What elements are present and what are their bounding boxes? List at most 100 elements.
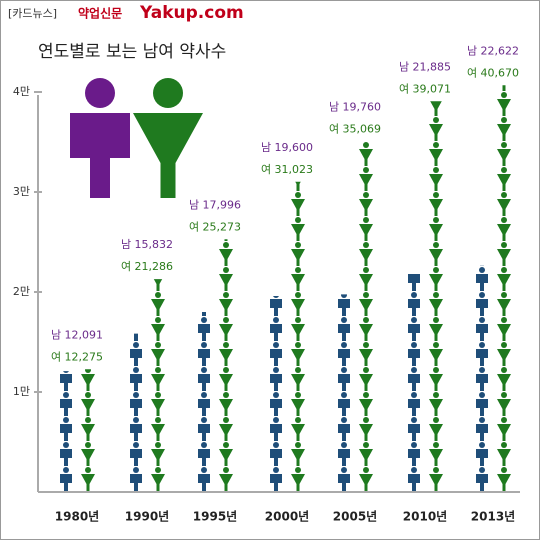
person-icon [338,442,350,466]
person-icon [60,371,72,391]
person-icon [429,242,443,266]
female-column [81,369,95,491]
person-icon [497,242,511,266]
person-icon [291,342,305,366]
person-icon [81,392,95,416]
person-icon [497,117,511,141]
person-icon [151,367,165,391]
male-column [60,371,72,491]
person-icon [291,417,305,441]
person-icon [429,167,443,191]
value-label: 여 40,670 [467,66,519,79]
legend-icon-female [133,78,203,198]
male-column [408,273,420,491]
person-icon [359,217,373,241]
person-icon [81,467,95,491]
person-icon [130,333,142,341]
legend-icon-male [70,78,130,198]
person-icon [270,317,282,341]
person-icon [476,442,488,466]
person-icon [359,417,373,441]
person-icon [429,392,443,416]
person-icon [476,265,488,266]
person-icon [151,292,165,316]
person-icon [429,117,443,141]
female-column [291,181,305,491]
person-icon [198,442,210,466]
person-icon [198,317,210,341]
person-icon [270,417,282,441]
person-icon [130,442,142,466]
person-icon [429,417,443,441]
person-icon [429,467,443,491]
x-tick-label: 1995년 [193,510,237,524]
y-tick-label: 4만 [13,85,30,98]
person-icon [429,292,443,316]
person-icon [429,342,443,366]
person-icon [291,442,305,466]
header-tag: [카드뉴스] [8,7,57,20]
x-tick-label: 1980년 [55,510,99,524]
person-icon [219,392,233,416]
person-icon [130,342,142,366]
person-icon [219,317,233,341]
female-column [497,85,511,491]
person-icon [429,217,443,241]
person-icon [408,273,420,291]
person-icon [338,417,350,441]
x-tick-label: 1990년 [125,510,169,524]
value-label: 남 17,996 [189,198,241,211]
person-icon [151,342,165,366]
person-icon [270,467,282,491]
person-icon [198,392,210,416]
value-label: 여 21,286 [121,260,173,273]
person-icon [270,392,282,416]
person-icon [497,442,511,466]
male-column [130,333,142,491]
person-icon [130,467,142,491]
y-tick-label: 1만 [13,385,30,398]
male-column [198,312,210,491]
value-label: 여 35,069 [329,122,381,135]
person-icon [338,317,350,341]
person-icon [198,417,210,441]
person-icon [359,167,373,191]
person-icon [60,442,72,466]
person-icon [291,217,305,241]
person-icon [151,417,165,441]
female-column [429,101,443,491]
person-icon [429,442,443,466]
person-icon [219,342,233,366]
person-icon [429,192,443,216]
person-icon [81,369,95,391]
person-icon [219,292,233,316]
person-icon [429,367,443,391]
person-icon [497,342,511,366]
value-label: 남 19,760 [329,100,381,113]
person-icon [219,242,233,266]
person-icon [476,367,488,391]
person-icon [476,317,488,341]
header-brand: 약업신문 [78,6,122,21]
person-icon [359,442,373,466]
person-icon [408,467,420,491]
person-icon [359,192,373,216]
person-icon [429,267,443,291]
value-label: 남 12,091 [51,328,103,341]
person-icon [291,467,305,491]
person-icon [497,367,511,391]
person-icon [408,442,420,466]
person-icon [497,267,511,291]
person-icon [497,217,511,241]
header-site: Yakup.com [139,3,244,23]
value-label: 여 39,071 [399,82,451,95]
person-icon [497,317,511,341]
person-icon [476,392,488,416]
person-icon [359,142,373,166]
person-icon [408,317,420,341]
person-icon [497,467,511,491]
person-icon [81,442,95,466]
person-icon [270,367,282,391]
person-icon [151,317,165,341]
